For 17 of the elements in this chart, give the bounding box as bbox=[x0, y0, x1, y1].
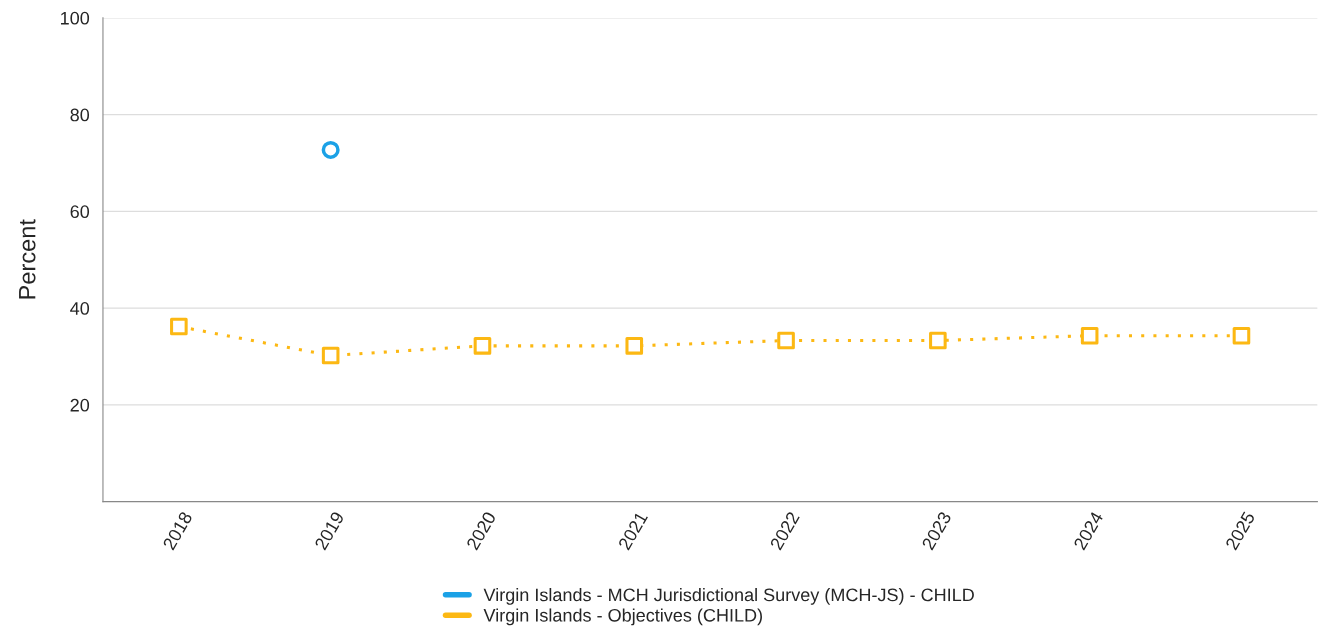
point bbox=[170, 317, 188, 336]
point bbox=[473, 337, 492, 355]
legend-label: Virgin Islands - MCH Jurisdictional Survey (MCH-JS) - CHILD bbox=[483, 588, 974, 605]
y-axis-title: Percent bbox=[19, 219, 36, 299]
point bbox=[321, 346, 340, 365]
y-tick-label: 60 bbox=[70, 205, 90, 219]
point bbox=[321, 140, 340, 159]
point bbox=[625, 337, 644, 355]
point bbox=[929, 331, 947, 350]
point bbox=[777, 331, 795, 350]
y-tick-label: 80 bbox=[70, 108, 90, 122]
y-tick-label: 100 bbox=[61, 11, 90, 25]
legend-label: Virgin Islands - Objectives (CHILD) bbox=[483, 608, 762, 626]
point bbox=[1232, 326, 1251, 345]
y-tick-label: 20 bbox=[70, 398, 90, 412]
point bbox=[1080, 326, 1099, 345]
y-tick-label: 40 bbox=[70, 302, 90, 315]
